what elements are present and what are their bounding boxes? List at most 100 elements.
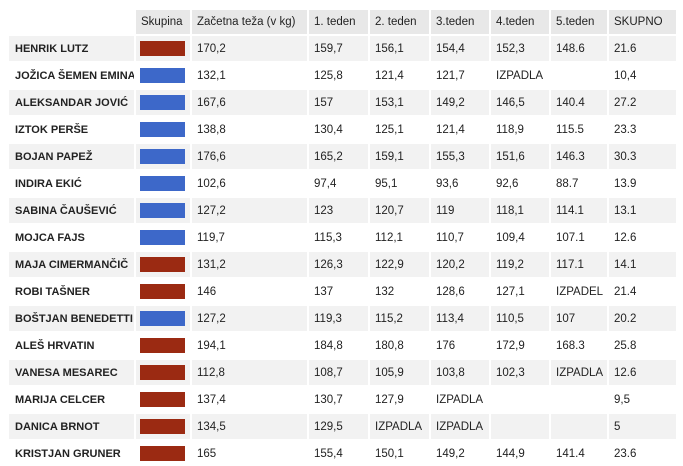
participant-name: ROBI TAŠNER xyxy=(9,277,136,304)
table-row: BOJAN PAPEŽ 176,6 165,2 159,1 155,3 151,6 146.… xyxy=(9,142,678,169)
week-2-cell: 121,4 xyxy=(370,61,431,88)
week-1-cell: 129,5 xyxy=(309,412,370,439)
group-cell xyxy=(136,304,192,331)
participant-name: HENRIK LUTZ xyxy=(9,34,136,61)
week-2-cell: 120,7 xyxy=(370,196,431,223)
total-cell: 13.1 xyxy=(609,196,678,223)
group-color-swatch xyxy=(140,230,185,245)
total-cell: 20.2 xyxy=(609,304,678,331)
group-cell xyxy=(136,439,192,466)
table-row: MOJCA FAJS 119,7 115,3 112,1 110,7 109,4 107.1… xyxy=(9,223,678,250)
group-cell xyxy=(136,88,192,115)
total-cell: 5 xyxy=(609,412,678,439)
table-row: MAJA CIMERMANČIČ 131,2 126,3 122,9 120,2 119,… xyxy=(9,250,678,277)
week-2-cell: 112,1 xyxy=(370,223,431,250)
week-3-cell: 121,7 xyxy=(431,61,491,88)
week-3-cell: IZPADLA xyxy=(431,385,491,412)
week-3-cell: 128,6 xyxy=(431,277,491,304)
week-4-cell: 144,9 xyxy=(491,439,551,466)
table-row: DANICA BRNOT 134,5 129,5 IZPADLA IZPADLA 5 xyxy=(9,412,678,439)
total-cell: 30.3 xyxy=(609,142,678,169)
group-color-swatch xyxy=(140,68,185,83)
week-5-cell xyxy=(551,61,609,88)
participant-name: KRISTJAN GRUNER xyxy=(9,439,136,466)
start-weight-cell: 112,8 xyxy=(192,358,309,385)
group-cell xyxy=(136,142,192,169)
week-3-cell: IZPADLA xyxy=(431,412,491,439)
header-total: SKUPNO xyxy=(609,10,678,34)
week-2-cell: 127,9 xyxy=(370,385,431,412)
group-color-swatch xyxy=(140,41,185,56)
week-2-cell: 150,1 xyxy=(370,439,431,466)
total-cell: 23.6 xyxy=(609,439,678,466)
header-week-4: 4.teden xyxy=(491,10,551,34)
group-cell xyxy=(136,331,192,358)
participant-name: VANESA MESAREC xyxy=(9,358,136,385)
week-5-cell: 168.3 xyxy=(551,331,609,358)
week-3-cell: 93,6 xyxy=(431,169,491,196)
total-cell: 12.6 xyxy=(609,223,678,250)
week-2-cell: 159,1 xyxy=(370,142,431,169)
total-cell: 10,4 xyxy=(609,61,678,88)
week-3-cell: 155,3 xyxy=(431,142,491,169)
header-start-weight: Začetna teža (v kg) xyxy=(192,10,309,34)
start-weight-cell: 167,6 xyxy=(192,88,309,115)
group-color-swatch xyxy=(140,284,185,299)
week-5-cell: 140.4 xyxy=(551,88,609,115)
week-5-cell: 117.1 xyxy=(551,250,609,277)
group-color-swatch xyxy=(140,203,185,218)
participant-name: MAJA CIMERMANČIČ xyxy=(9,250,136,277)
table-row: VANESA MESAREC 112,8 108,7 105,9 103,8 102,3 I… xyxy=(9,358,678,385)
group-cell xyxy=(136,34,192,61)
start-weight-cell: 127,2 xyxy=(192,196,309,223)
table-row: MARIJA CELCER 137,4 130,7 127,9 IZPADLA 9,5 xyxy=(9,385,678,412)
participant-name: BOJAN PAPEŽ xyxy=(9,142,136,169)
week-1-cell: 130,7 xyxy=(309,385,370,412)
week-5-cell: 141.4 xyxy=(551,439,609,466)
week-3-cell: 113,4 xyxy=(431,304,491,331)
header-week-1: 1. teden xyxy=(309,10,370,34)
week-4-cell: 172,9 xyxy=(491,331,551,358)
group-color-swatch xyxy=(140,392,185,407)
group-color-swatch xyxy=(140,419,185,434)
participant-name: IZTOK PERŠE xyxy=(9,115,136,142)
start-weight-cell: 131,2 xyxy=(192,250,309,277)
week-4-cell: 102,3 xyxy=(491,358,551,385)
table-row: KRISTJAN GRUNER 165 155,4 150,1 149,2 144,9 14… xyxy=(9,439,678,466)
start-weight-cell: 146 xyxy=(192,277,309,304)
header-name xyxy=(9,10,136,34)
group-color-swatch xyxy=(140,176,185,191)
group-cell xyxy=(136,250,192,277)
participant-name: SABINA ČAUŠEVIĆ xyxy=(9,196,136,223)
week-1-cell: 97,4 xyxy=(309,169,370,196)
table-row: ALEŠ HRVATIN 194,1 184,8 180,8 176 172,9 168.3… xyxy=(9,331,678,358)
week-5-cell: 146.3 xyxy=(551,142,609,169)
week-2-cell: 132 xyxy=(370,277,431,304)
week-4-cell xyxy=(491,385,551,412)
week-1-cell: 165,2 xyxy=(309,142,370,169)
week-3-cell: 120,2 xyxy=(431,250,491,277)
week-4-cell: 146,5 xyxy=(491,88,551,115)
week-2-cell: 125,1 xyxy=(370,115,431,142)
week-5-cell: IZPADEL xyxy=(551,277,609,304)
week-1-cell: 130,4 xyxy=(309,115,370,142)
participant-name: JOŽICA ŠEMEN EMINA xyxy=(9,61,136,88)
table-row: JOŽICA ŠEMEN EMINA 132,1 125,8 121,4 121,7 IZ… xyxy=(9,61,678,88)
week-5-cell: 88.7 xyxy=(551,169,609,196)
week-3-cell: 119 xyxy=(431,196,491,223)
week-4-cell: 119,2 xyxy=(491,250,551,277)
week-1-cell: 125,8 xyxy=(309,61,370,88)
week-3-cell: 149,2 xyxy=(431,88,491,115)
group-color-swatch xyxy=(140,122,185,137)
week-4-cell: 110,5 xyxy=(491,304,551,331)
table-row: BOŠTJAN BENEDETTI 127,2 119,3 115,2 113,4 110… xyxy=(9,304,678,331)
week-4-cell: 118,9 xyxy=(491,115,551,142)
group-cell xyxy=(136,61,192,88)
total-cell: 21.4 xyxy=(609,277,678,304)
week-5-cell: 114.1 xyxy=(551,196,609,223)
week-2-cell: IZPADLA xyxy=(370,412,431,439)
start-weight-cell: 102,6 xyxy=(192,169,309,196)
group-color-swatch xyxy=(140,311,185,326)
week-2-cell: 122,9 xyxy=(370,250,431,277)
total-cell: 9,5 xyxy=(609,385,678,412)
